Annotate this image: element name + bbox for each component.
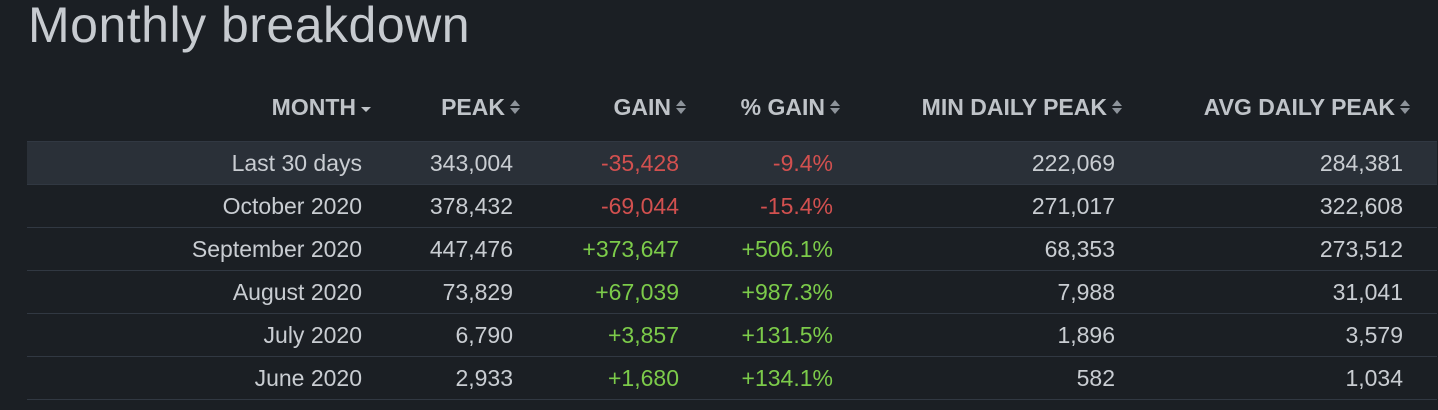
column-header-label: AVG DAILY PEAK: [1203, 94, 1395, 120]
sort-icon: [1399, 98, 1411, 116]
table-header: MONTH PEAK GAIN % GAIN MIN DAILY PEAK AV…: [27, 88, 1437, 126]
cell-pct-gain: -9.4%: [772, 150, 833, 176]
cell-peak: 73,829: [442, 279, 513, 305]
column-header-label: PEAK: [441, 94, 505, 120]
sort-icon: [829, 98, 841, 116]
table-row: October 2020 378,432 -69,044 -15.4% 271,…: [27, 185, 1437, 228]
cell-pct-gain: +987.3%: [741, 279, 833, 305]
table-row: September 2020 447,476 +373,647 +506.1% …: [27, 228, 1437, 271]
cell-avg-daily-peak: 1,034: [1345, 365, 1403, 391]
cell-peak: 2,933: [455, 365, 513, 391]
table-row: July 2020 6,790 +3,857 +131.5% 1,896 3,5…: [27, 314, 1437, 357]
cell-month: October 2020: [222, 193, 362, 219]
table-row: Last 30 days 343,004 -35,428 -9.4% 222,0…: [27, 141, 1437, 185]
column-header-label: MIN DAILY PEAK: [921, 94, 1107, 120]
column-header-label: % GAIN: [740, 94, 825, 120]
cell-month: July 2020: [263, 322, 362, 348]
column-header-min-daily-peak[interactable]: MIN DAILY PEAK: [922, 88, 1123, 126]
cell-min-daily-peak: 1,896: [1057, 322, 1115, 348]
cell-peak: 6,790: [455, 322, 513, 348]
column-header-label: GAIN: [613, 94, 672, 120]
cell-avg-daily-peak: 273,512: [1319, 236, 1403, 262]
page-title: Monthly breakdown: [28, 0, 471, 53]
cell-pct-gain: +131.5%: [741, 322, 833, 348]
cell-gain: +373,647: [582, 236, 679, 262]
cell-avg-daily-peak: 31,041: [1332, 279, 1403, 305]
cell-pct-gain: +134.1%: [741, 365, 833, 391]
cell-peak: 378,432: [429, 193, 513, 219]
cell-min-daily-peak: 582: [1076, 365, 1115, 391]
table-row: August 2020 73,829 +67,039 +987.3% 7,988…: [27, 271, 1437, 314]
cell-min-daily-peak: 222,069: [1031, 150, 1115, 176]
cell-gain: +1,680: [608, 365, 679, 391]
cell-gain: -35,428: [600, 150, 679, 176]
cell-peak: 343,004: [429, 150, 513, 176]
cell-gain: +3,857: [608, 322, 679, 348]
cell-min-daily-peak: 68,353: [1044, 236, 1115, 262]
cell-gain: -69,044: [600, 193, 679, 219]
sort-icon: [675, 98, 687, 116]
cell-gain: +67,039: [595, 279, 679, 305]
cell-min-daily-peak: 7,988: [1057, 279, 1115, 305]
cell-month: August 2020: [232, 279, 362, 305]
column-header-gain[interactable]: GAIN: [614, 88, 688, 126]
column-header-label: MONTH: [271, 94, 356, 120]
cell-pct-gain: -15.4%: [760, 193, 833, 219]
table-body: Last 30 days 343,004 -35,428 -9.4% 222,0…: [27, 141, 1437, 400]
cell-avg-daily-peak: 3,579: [1345, 322, 1403, 348]
cell-min-daily-peak: 271,017: [1031, 193, 1115, 219]
column-header-pct-gain[interactable]: % GAIN: [741, 88, 841, 126]
cell-month: June 2020: [254, 365, 362, 391]
sort-icon: [1111, 98, 1123, 116]
cell-avg-daily-peak: 284,381: [1319, 150, 1403, 176]
cell-avg-daily-peak: 322,608: [1319, 193, 1403, 219]
sort-descending-icon: [360, 98, 372, 116]
column-header-avg-daily-peak[interactable]: AVG DAILY PEAK: [1204, 88, 1411, 126]
table-row: June 2020 2,933 +1,680 +134.1% 582 1,034: [27, 357, 1437, 400]
cell-month: September 2020: [191, 236, 362, 262]
sort-icon: [509, 98, 521, 116]
column-header-month[interactable]: MONTH: [272, 88, 372, 126]
cell-pct-gain: +506.1%: [741, 236, 833, 262]
column-header-peak[interactable]: PEAK: [441, 88, 521, 126]
cell-month: Last 30 days: [231, 150, 362, 176]
cell-peak: 447,476: [429, 236, 513, 262]
